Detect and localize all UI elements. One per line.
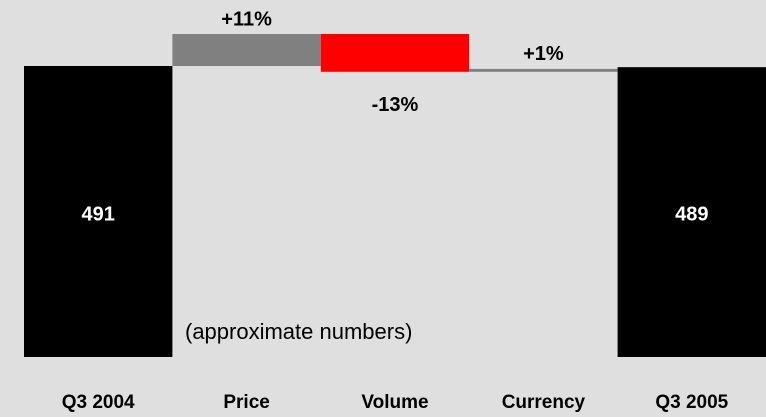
x-tick-label: Q3 2004 [62, 392, 135, 413]
value-label: -13% [372, 94, 419, 116]
x-tick-label: Volume [361, 392, 428, 413]
bar [320, 33, 470, 72]
annotation: (approximate numbers) [185, 319, 412, 344]
bar [24, 66, 173, 357]
value-label: +11% [221, 8, 272, 30]
value-label: +1% [523, 43, 564, 65]
value-label: 489 [675, 203, 708, 225]
bar [172, 33, 321, 66]
x-tick-label: Price [223, 392, 269, 413]
bar [617, 67, 766, 357]
x-tick-label: Currency [502, 392, 586, 413]
value-label: 491 [82, 203, 115, 225]
x-tick-label: Q3 2005 [655, 392, 728, 413]
bar [469, 68, 618, 72]
